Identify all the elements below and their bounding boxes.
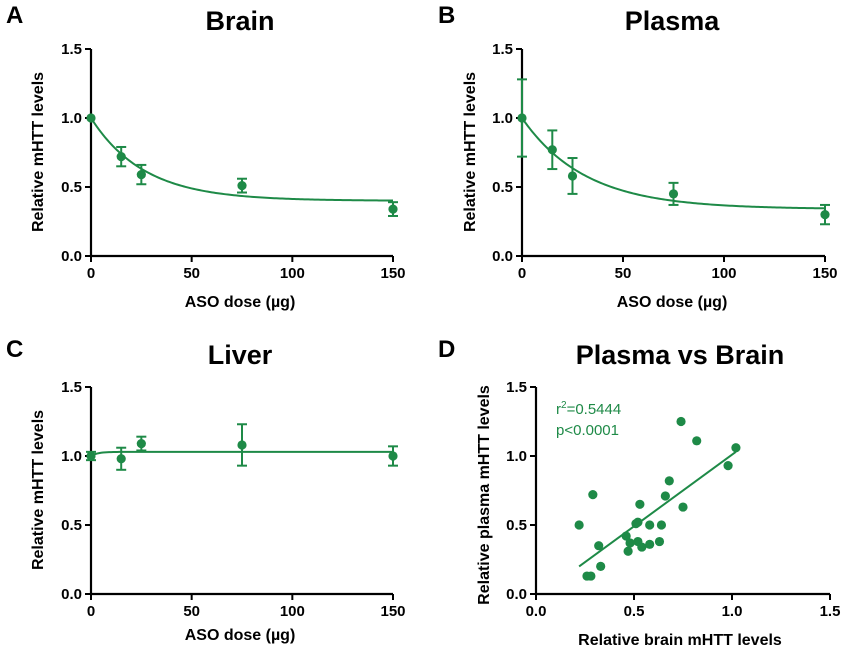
y-tick-label-d: 1.0 <box>506 448 527 465</box>
data-point-c <box>388 451 398 461</box>
scatter-point <box>664 476 674 486</box>
panel-letter-c: C <box>6 336 23 363</box>
y-tick-label-c: 1.5 <box>61 379 82 396</box>
y-tick-label-b: 1.5 <box>492 41 513 58</box>
x-axis-label-liver: ASO dose (µg) <box>185 627 296 644</box>
scatter-point <box>633 517 643 527</box>
data-point-c <box>86 451 96 461</box>
scatter-point <box>692 436 702 446</box>
scatter-point <box>637 542 647 552</box>
x-tick-label-c: 0 <box>87 603 95 620</box>
data-point-a <box>136 169 146 180</box>
scatter-point <box>723 461 733 471</box>
y-tick-label-b: 0.0 <box>492 248 513 265</box>
data-point-b <box>547 145 557 155</box>
data-point-b <box>517 113 527 123</box>
scatter-point <box>625 538 635 548</box>
y-axis-label-liver: Relative mHTT levels <box>30 410 47 570</box>
y-tick-label-c: 1.0 <box>61 448 82 465</box>
r-squared-base: r <box>556 401 561 418</box>
y-tick-label-b: 0.5 <box>492 179 513 196</box>
x-tick-label-d: 0.0 <box>526 603 547 620</box>
scatter-point <box>654 536 665 547</box>
data-point-c <box>237 440 247 450</box>
r-squared-value: =0.5444 <box>567 401 622 418</box>
scatter-point <box>623 546 633 556</box>
panel-letter-b: B <box>438 2 455 29</box>
scatter-point <box>594 541 604 551</box>
y-axis-label-plasma: Relative mHTT levels <box>462 72 479 232</box>
y-tick-label-a: 1.0 <box>61 110 82 127</box>
x-tick-label-d: 0.5 <box>624 603 645 620</box>
x-tick-label-a: 50 <box>183 265 200 282</box>
scatter-point <box>731 443 741 453</box>
p-value-annotation: p<0.0001 <box>556 422 619 439</box>
x-tick-label-a: 0 <box>87 265 95 282</box>
panel-letter-a: A <box>6 2 23 29</box>
regression-line <box>578 451 737 568</box>
r-squared-annotation: r2=0.5444 <box>556 400 621 418</box>
r-squared-exponent: 2 <box>561 400 567 411</box>
x-axis-label-correlation: Relative brain mHTT levels <box>578 632 782 649</box>
scatter-point <box>635 499 645 509</box>
x-tick-label-b: 150 <box>812 265 837 282</box>
chart-title-plasma-vs-brain: Plasma vs Brain <box>576 340 785 370</box>
y-tick-label-d: 0.0 <box>506 586 527 603</box>
y-tick-label-a: 0.5 <box>61 179 82 196</box>
x-tick-label-c: 150 <box>380 603 405 620</box>
x-tick-label-a: 150 <box>380 265 405 282</box>
scatter-point <box>678 502 688 512</box>
data-point-c <box>136 438 146 449</box>
x-axis-label-plasma: ASO dose (µg) <box>617 294 728 311</box>
x-tick-label-b: 50 <box>615 265 632 282</box>
scatter-point <box>656 520 667 530</box>
y-tick-label-b: 1.0 <box>492 110 513 127</box>
y-tick-label-a: 1.5 <box>61 41 82 58</box>
data-point-c <box>116 454 126 464</box>
data-point-a <box>388 204 398 214</box>
y-axis-label-correlation: Relative plasma mHTT levels <box>476 385 493 605</box>
y-tick-label-c: 0.0 <box>61 586 82 603</box>
data-point-a <box>86 113 96 123</box>
scatter-point <box>596 561 606 572</box>
data-point-b <box>820 210 830 220</box>
y-tick-label-d: 0.5 <box>506 517 527 534</box>
plot-layer: 0.0 0.5 1.0 1.5 0 50 100 150 0.0 0.5 1.0 1.5 0 50 100 1… <box>61 41 840 620</box>
scatter-point <box>621 531 631 541</box>
scatter-point <box>660 491 670 501</box>
chart-title-plasma: Plasma <box>625 6 721 36</box>
x-tick-label-d: 1.0 <box>722 603 743 620</box>
y-tick-label-c: 0.5 <box>61 517 82 534</box>
x-tick-label-a: 100 <box>280 265 305 282</box>
x-tick-label-b: 100 <box>711 265 736 282</box>
scatter-point <box>588 490 598 500</box>
data-point-b <box>567 171 578 181</box>
data-point-b <box>668 189 679 199</box>
y-axis-label-brain: Relative mHTT levels <box>30 72 47 232</box>
scatter-point <box>586 571 596 581</box>
scatter-point <box>645 520 655 530</box>
data-point-a <box>237 181 247 191</box>
panel-letter-d: D <box>438 336 455 363</box>
x-tick-label-c: 100 <box>280 603 305 620</box>
scatter-point <box>574 520 584 530</box>
y-tick-label-d: 1.5 <box>506 379 527 396</box>
y-tick-label-a: 0.0 <box>61 248 82 265</box>
x-tick-label-c: 50 <box>183 603 200 620</box>
scatter-point <box>676 416 686 427</box>
scatter-point <box>645 539 655 549</box>
x-tick-label-d: 1.5 <box>820 603 841 620</box>
x-tick-label-b: 0 <box>518 265 526 282</box>
chart-title-liver: Liver <box>208 340 273 370</box>
x-axis-label-brain: ASO dose (µg) <box>185 294 296 311</box>
data-point-a <box>116 152 126 162</box>
chart-title-brain: Brain <box>205 6 274 36</box>
